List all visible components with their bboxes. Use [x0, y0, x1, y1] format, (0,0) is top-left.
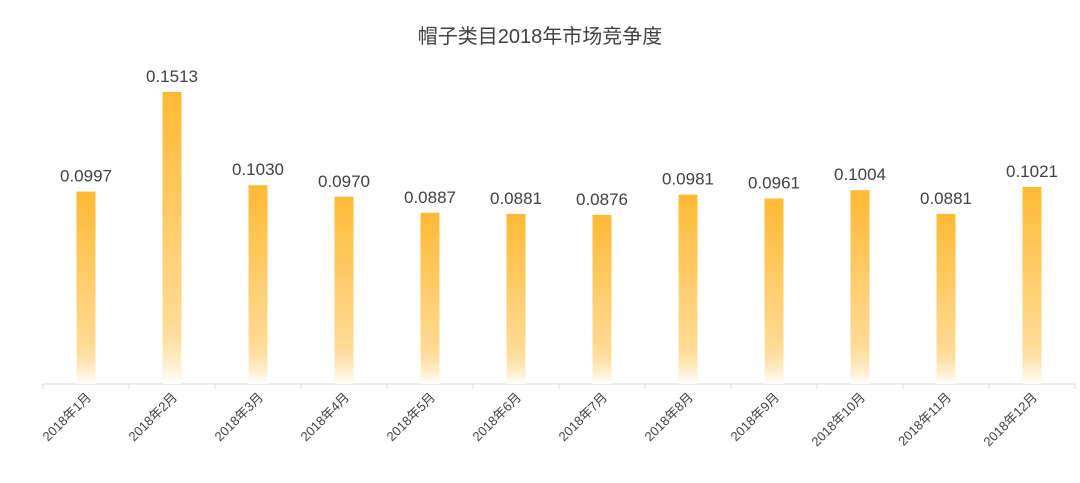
bar-value-label: 0.0881	[490, 189, 542, 208]
x-tick-label: 2018年11月	[895, 390, 954, 449]
bar	[1022, 186, 1042, 384]
bar	[334, 196, 354, 384]
x-tick-label: 2018年3月	[212, 390, 267, 445]
bar-value-label: 0.0981	[662, 170, 714, 189]
bar-value-label: 0.0997	[60, 167, 112, 186]
bar	[420, 212, 440, 384]
bar-value-label: 0.0961	[748, 174, 800, 193]
x-tick-label: 2018年9月	[728, 390, 783, 445]
bar	[678, 194, 698, 384]
bar	[506, 213, 526, 384]
bar	[850, 190, 870, 384]
x-tick-label: 2018年10月	[808, 390, 868, 450]
x-tick-label: 2018年7月	[556, 390, 611, 445]
x-tick-label: 2018年1月	[40, 390, 95, 445]
bar	[162, 92, 182, 384]
x-tick-label: 2018年6月	[470, 390, 525, 445]
data-labels: 0.0997 0.1513 0.1030 0.0970 0.0887 0.0881 0.08…	[60, 67, 1058, 209]
bars	[76, 92, 1042, 384]
bar-value-label: 0.0881	[920, 189, 972, 208]
bar-value-label: 0.1021	[1006, 162, 1058, 181]
bar-value-label: 0.1513	[146, 67, 198, 86]
x-tick-label: 2018年8月	[642, 390, 697, 445]
bar	[248, 185, 268, 384]
bar-value-label: 0.0970	[318, 172, 370, 191]
bar	[592, 214, 612, 384]
bar-value-label: 0.1030	[232, 160, 284, 179]
x-axis-ticks	[42, 384, 1076, 389]
x-tick-labels: 2018年1月 2018年2月 2018年3月 2018年4月 2018年5月 2018年…	[40, 390, 1041, 450]
bar-value-label: 0.0887	[404, 188, 456, 207]
x-tick-label: 2018年5月	[384, 390, 439, 445]
bar-value-label: 0.0876	[576, 190, 628, 209]
bar	[936, 213, 956, 384]
bar	[76, 191, 96, 384]
chart-title: 帽子类目2018年市场竞争度	[417, 26, 663, 48]
x-tick-label: 2018年2月	[126, 390, 181, 445]
x-tick-label: 2018年12月	[980, 390, 1040, 450]
bar-value-label: 0.1004	[834, 165, 886, 184]
x-tick-label: 2018年4月	[298, 390, 353, 445]
bar	[764, 198, 784, 384]
